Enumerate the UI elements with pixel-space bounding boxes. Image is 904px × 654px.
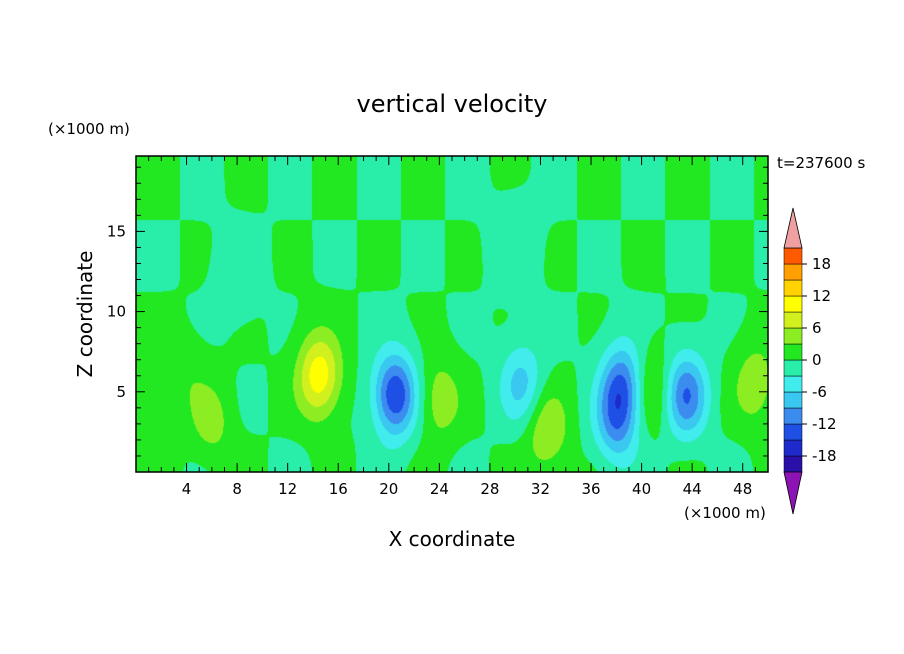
- contour-field: [136, 156, 768, 472]
- colorbar-tick-label: -18: [812, 447, 837, 465]
- colorbar-over-arrow: [783, 207, 803, 249]
- colorbar-under-arrow: [783, 471, 803, 515]
- colorbar-band: [783, 343, 803, 361]
- colorbar-tick-label: -12: [812, 415, 837, 433]
- colorbar-band: [783, 375, 803, 393]
- x-tick-label: 44: [683, 480, 702, 498]
- colorbar-band: [783, 327, 803, 345]
- colorbar-band: [783, 359, 803, 377]
- colorbar-band: [783, 311, 803, 329]
- x-tick-label: 48: [733, 480, 752, 498]
- colorbar-tick-label: 6: [812, 319, 822, 337]
- x-tick-label: 36: [581, 480, 600, 498]
- x-tick-label: 8: [232, 480, 242, 498]
- colorbar-band: [783, 263, 803, 281]
- time-label: t=237600 s: [777, 154, 865, 172]
- colorbar-tick-label: 18: [812, 255, 831, 273]
- colorbar-tick-label: 12: [812, 287, 831, 305]
- colorbar: 18 12 6 0 -6 -12 -18: [783, 207, 837, 515]
- x-axis-label: X coordinate: [389, 527, 516, 551]
- colorbar-band: [783, 295, 803, 313]
- colorbar-band: [783, 423, 803, 441]
- x-tick-label: 16: [329, 480, 348, 498]
- y-tick-label: 15: [107, 222, 126, 240]
- colorbar-band: [783, 247, 803, 265]
- x-tick-label: 20: [379, 480, 398, 498]
- chart-title: vertical velocity: [357, 90, 548, 118]
- y-tick-label: 5: [116, 383, 126, 401]
- colorbar-band: [783, 391, 803, 409]
- colorbar-band: [783, 279, 803, 297]
- x-tick-label: 24: [430, 480, 449, 498]
- x-tick-label: 12: [278, 480, 297, 498]
- x-tick-label: 32: [531, 480, 550, 498]
- x-ticks: 4 8 12 16 20 24 28 32 36 40 44 48: [148, 156, 756, 498]
- colorbar-band: [783, 455, 803, 473]
- colorbar-band: [783, 407, 803, 425]
- colorbar-band: [783, 439, 803, 457]
- y-tick-label: 10: [107, 303, 126, 321]
- y-ticks: 5 10 15: [107, 166, 768, 457]
- y-axis-label: Z coordinate: [73, 251, 97, 378]
- x-tick-label: 28: [480, 480, 499, 498]
- x-tick-label: 40: [632, 480, 651, 498]
- colorbar-tick-label: -6: [812, 383, 827, 401]
- x-tick-label: 4: [182, 480, 192, 498]
- x-axis-unit: (×1000 m): [684, 504, 766, 522]
- colorbar-tick-label: 0: [812, 351, 822, 369]
- y-axis-unit: (×1000 m): [48, 120, 130, 138]
